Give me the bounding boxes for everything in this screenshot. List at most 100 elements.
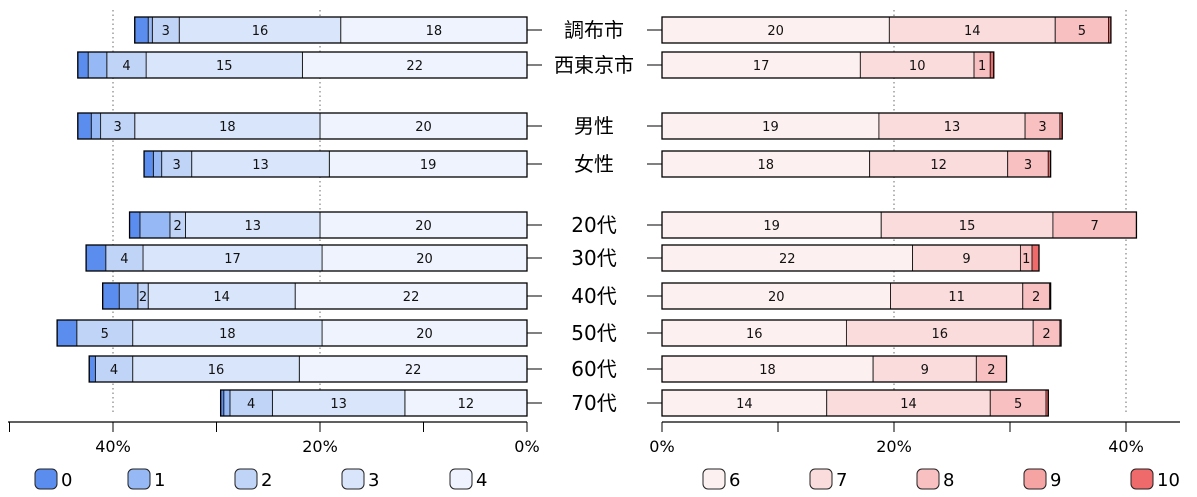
bar-label-left-西東京市-2: 4 xyxy=(122,59,130,74)
bar-label-right-50代-7: 16 xyxy=(932,327,949,342)
bar-segment-left-70代-1 xyxy=(223,389,231,417)
bar-segment-left-調布市-0 xyxy=(134,16,149,44)
bar-segment-left-男性-1 xyxy=(90,112,102,140)
bar-label-left-男性-4: 20 xyxy=(415,120,432,135)
bar-label-left-70代-3: 13 xyxy=(330,397,347,412)
legend-swatch-3 xyxy=(341,468,365,490)
bar-segment-left-男性-2 xyxy=(100,112,136,140)
bar-segment-left-30代-0 xyxy=(85,244,107,272)
bar-label-right-20代-7: 15 xyxy=(959,219,976,234)
bar-segment-right-調布市-8 xyxy=(1054,16,1110,44)
bar-segment-right-60代-8 xyxy=(975,355,1007,383)
bar-label-right-20代-6: 19 xyxy=(763,219,780,234)
legend-label-0: 0 xyxy=(61,470,72,491)
x-tick-label-left-40: 40% xyxy=(95,437,131,456)
legend-label-2: 2 xyxy=(261,470,272,491)
bar-segment-left-男性-3 xyxy=(134,112,321,140)
bar-segment-right-男性-6 xyxy=(661,112,880,140)
bar-label-left-70代-4: 12 xyxy=(458,397,475,412)
bar-segment-left-50代-2 xyxy=(76,319,134,347)
bar-label-left-50代-4: 20 xyxy=(416,327,433,342)
bar-segment-right-40代-8 xyxy=(1022,282,1050,310)
bar-label-right-女性-6: 18 xyxy=(758,158,775,173)
bar-segment-left-女性-4 xyxy=(328,150,528,178)
legend-label-9: 9 xyxy=(1050,470,1061,491)
bar-label-right-70代-8: 5 xyxy=(1014,397,1022,412)
bar-label-left-女性-2: 3 xyxy=(173,158,181,173)
bar-label-left-50代-3: 18 xyxy=(219,327,236,342)
bar-segment-left-男性-4 xyxy=(319,112,528,140)
bar-label-left-男性-2: 3 xyxy=(114,120,122,135)
bar-label-left-30代-2: 4 xyxy=(120,252,128,267)
category-label-50代: 50代 xyxy=(571,321,616,345)
legend-label-10: 10 xyxy=(1157,470,1180,491)
bar-label-left-女性-3: 13 xyxy=(252,158,269,173)
bar-label-right-調布市-7: 14 xyxy=(964,24,981,39)
bar-segment-left-40代-1 xyxy=(118,282,139,310)
bar-label-left-30代-3: 17 xyxy=(224,252,241,267)
bar-segment-left-40代-3 xyxy=(147,282,296,310)
bar-segment-left-40代-4 xyxy=(294,282,528,310)
bar-label-right-40代-7: 11 xyxy=(948,290,965,305)
bar-segment-right-男性-7 xyxy=(878,112,1026,140)
x-tick-label-left-0: 0% xyxy=(514,437,539,456)
category-label-70代: 70代 xyxy=(571,391,616,415)
bar-label-left-男性-3: 18 xyxy=(219,120,236,135)
bar-segment-left-40代-0 xyxy=(102,282,120,310)
bar-segment-left-男性-0 xyxy=(77,112,92,140)
bar-label-left-40代-3: 14 xyxy=(213,290,230,305)
bar-segment-left-20代-3 xyxy=(184,211,321,239)
legend-swatch-6 xyxy=(702,468,726,490)
bar-label-right-男性-6: 19 xyxy=(762,120,779,135)
bar-segment-left-女性-0 xyxy=(143,150,154,178)
bar-segment-left-西東京市-1 xyxy=(87,51,108,79)
legend-swatch-8 xyxy=(916,468,940,490)
x-tick-label-right-40: 40% xyxy=(1108,437,1144,456)
bar-segment-left-西東京市-0 xyxy=(77,51,89,79)
bar-label-left-20代-3: 13 xyxy=(244,219,261,234)
bar-segment-left-女性-1 xyxy=(152,150,163,178)
bar-label-right-60代-7: 9 xyxy=(921,363,929,378)
bar-label-left-西東京市-3: 15 xyxy=(216,59,233,74)
bar-label-right-西東京市-7: 10 xyxy=(909,59,926,74)
bar-label-left-西東京市-4: 22 xyxy=(406,59,423,74)
bar-label-left-50代-2: 5 xyxy=(101,327,109,342)
category-label-30代: 30代 xyxy=(571,246,616,270)
bar-segment-left-60代-0 xyxy=(88,355,96,383)
bar-segment-left-50代-4 xyxy=(321,319,528,347)
bar-label-left-30代-4: 20 xyxy=(416,252,433,267)
bar-label-left-20代-4: 20 xyxy=(415,219,432,234)
legend-swatch-4 xyxy=(449,468,473,490)
legend-label-1: 1 xyxy=(154,470,165,491)
legend-swatch-7 xyxy=(809,468,833,490)
bar-label-right-50代-6: 16 xyxy=(746,327,763,342)
legend-swatch-1 xyxy=(127,468,151,490)
bar-segment-right-20代-8 xyxy=(1052,211,1137,239)
legend-swatch-9 xyxy=(1023,468,1047,490)
legend-label-7: 7 xyxy=(836,470,847,491)
bar-label-right-調布市-8: 5 xyxy=(1078,24,1086,39)
category-label-60代: 60代 xyxy=(571,357,616,381)
bar-label-right-70代-7: 14 xyxy=(900,397,917,412)
bar-segment-left-30代-3 xyxy=(142,244,323,272)
legend-swatch-0 xyxy=(34,468,58,490)
bar-label-right-西東京市-6: 17 xyxy=(753,59,770,74)
legend-swatch-2 xyxy=(234,468,258,490)
bar-label-left-40代-4: 22 xyxy=(403,290,420,305)
x-tick-label-right-20: 20% xyxy=(876,437,912,456)
legend-swatch-10 xyxy=(1130,468,1154,490)
category-label-20代: 20代 xyxy=(571,213,616,237)
bar-label-right-50代-8: 2 xyxy=(1042,327,1050,342)
bar-segment-left-調布市-3 xyxy=(178,16,342,44)
bar-label-right-40代-6: 20 xyxy=(768,290,785,305)
category-label-西東京市: 西東京市 xyxy=(554,53,634,77)
bar-label-right-30代-8: 1 xyxy=(1022,252,1030,267)
legend-label-3: 3 xyxy=(368,470,379,491)
bar-label-left-60代-3: 16 xyxy=(208,363,225,378)
bar-segment-right-40代-6 xyxy=(661,282,891,310)
bar-segment-right-女性-7 xyxy=(869,150,1009,178)
bar-label-right-60代-8: 2 xyxy=(987,363,995,378)
bar-label-right-20代-8: 7 xyxy=(1091,219,1099,234)
bar-label-right-30代-7: 9 xyxy=(962,252,970,267)
